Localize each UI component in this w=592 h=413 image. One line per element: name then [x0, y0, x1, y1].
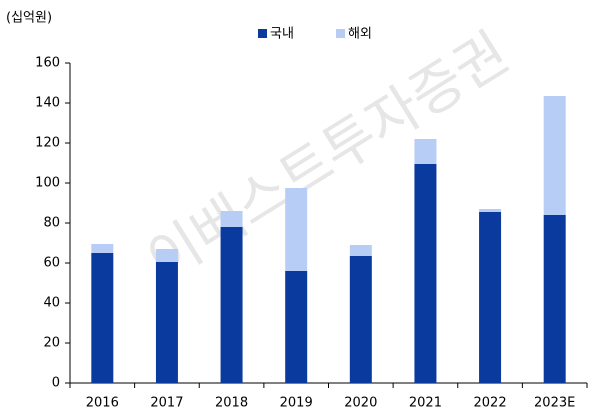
bar-segment — [479, 209, 502, 212]
legend-label: 해외 — [348, 27, 372, 42]
x-tick-label: 2020 — [344, 396, 377, 411]
watermark: 이베스트투자증권 — [136, 20, 520, 294]
x-tick-label: 2023E — [534, 396, 575, 411]
bar-segment — [285, 188, 308, 271]
legend-swatch — [258, 29, 267, 38]
y-tick-label: 100 — [35, 176, 60, 191]
x-tick-label: 2016 — [86, 396, 119, 411]
bar-segment — [155, 262, 178, 383]
bar-segment — [414, 139, 437, 164]
bar-segment — [479, 212, 502, 383]
bar-segment — [220, 211, 243, 227]
x-tick-label: 2019 — [280, 396, 313, 411]
y-tick-label: 120 — [35, 136, 60, 151]
bar-segment — [220, 227, 243, 383]
bar-segment — [543, 96, 566, 215]
legend-swatch — [336, 29, 345, 38]
y-tick-label: 0 — [52, 376, 60, 391]
bar-segment — [414, 164, 437, 383]
y-tick-label: 20 — [43, 336, 60, 351]
x-tick-label: 2018 — [215, 396, 248, 411]
y-tick-label: 40 — [43, 296, 60, 311]
x-tick-label: 2017 — [150, 396, 183, 411]
x-tick-label: 2022 — [474, 396, 507, 411]
bar-segment — [285, 271, 308, 383]
y-tick-label: 160 — [35, 56, 60, 71]
bar-segment — [155, 249, 178, 262]
y-tick-label: 140 — [35, 96, 60, 111]
x-tick-label: 2021 — [409, 396, 442, 411]
y-tick-label: 60 — [43, 256, 60, 271]
bar-segment — [91, 244, 114, 253]
y-tick-label: 80 — [43, 216, 60, 231]
bar-segment — [349, 245, 372, 256]
unit-label: (십억원) — [6, 11, 52, 26]
bar-segment — [543, 215, 566, 383]
legend-label: 국내 — [270, 27, 294, 42]
bar-segment — [91, 253, 114, 383]
bar-segment — [349, 256, 372, 383]
